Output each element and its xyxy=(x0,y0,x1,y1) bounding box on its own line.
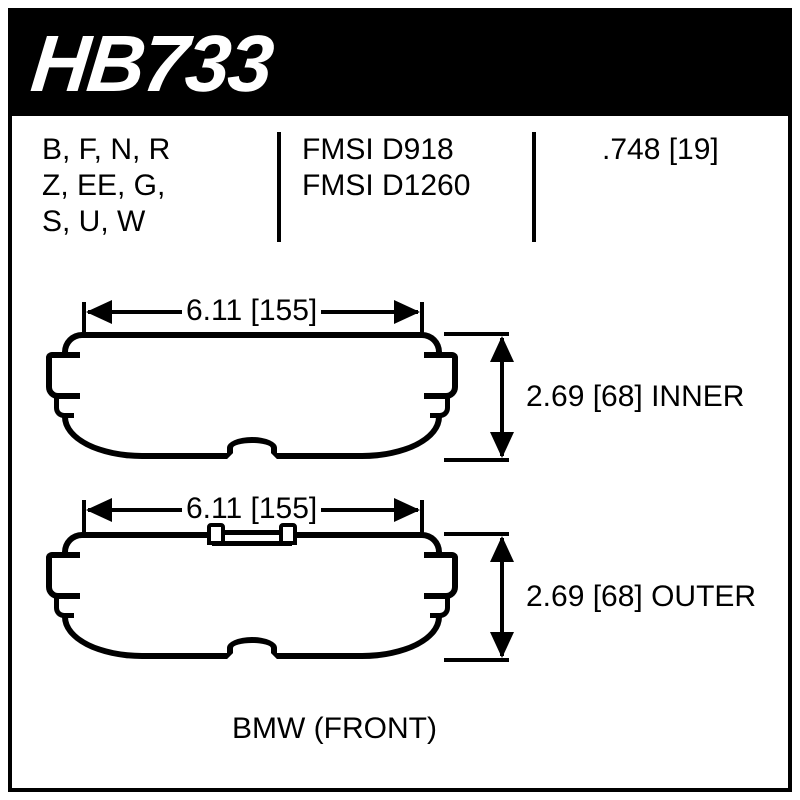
part-number-title: HB733 xyxy=(27,18,276,110)
arrow-down-icon xyxy=(490,432,514,458)
width-label-bottom: 6.11 [155] xyxy=(182,492,321,526)
fmsi-line: FMSI D918 xyxy=(302,132,502,168)
application-label: BMW (FRONT) xyxy=(232,712,437,746)
fmsi-list: FMSI D918 FMSI D1260 xyxy=(302,132,502,204)
fmsi-line: FMSI D1260 xyxy=(302,168,502,204)
compounds-line: B, F, N, R xyxy=(42,132,267,168)
ext-line xyxy=(444,658,509,662)
diagram-area: 6.11 [155] 2.69 [68] INNER 6.11 [155] xyxy=(62,272,748,768)
compounds-line: Z, EE, G, xyxy=(42,168,267,204)
arrow-left-icon xyxy=(86,498,112,522)
arrow-down-icon xyxy=(490,632,514,658)
arrow-up-icon xyxy=(490,336,514,362)
info-row: B, F, N, R Z, EE, G, S, U, W FMSI D918 F… xyxy=(42,132,758,252)
thickness-value: .748 [19] xyxy=(602,132,752,168)
height-label-outer: 2.69 [68] OUTER xyxy=(522,580,760,614)
width-label-top: 6.11 [155] xyxy=(182,294,321,328)
arrow-right-icon xyxy=(394,498,420,522)
height-dim-inner xyxy=(500,338,504,456)
divider xyxy=(532,132,536,242)
brake-pad-inner xyxy=(62,332,442,459)
brake-pad-outer xyxy=(62,532,442,659)
height-label-inner: 2.69 [68] INNER xyxy=(522,380,748,414)
compounds-line: S, U, W xyxy=(42,204,267,240)
header-bar: HB733 xyxy=(12,12,788,116)
arrow-right-icon xyxy=(394,300,420,324)
arrow-up-icon xyxy=(490,536,514,562)
spec-card-frame: HB733 B, F, N, R Z, EE, G, S, U, W FMSI … xyxy=(8,8,792,792)
divider xyxy=(277,132,281,242)
compounds-list: B, F, N, R Z, EE, G, S, U, W xyxy=(42,132,267,240)
height-dim-outer xyxy=(500,538,504,656)
arrow-left-icon xyxy=(86,300,112,324)
ext-line xyxy=(444,458,509,462)
